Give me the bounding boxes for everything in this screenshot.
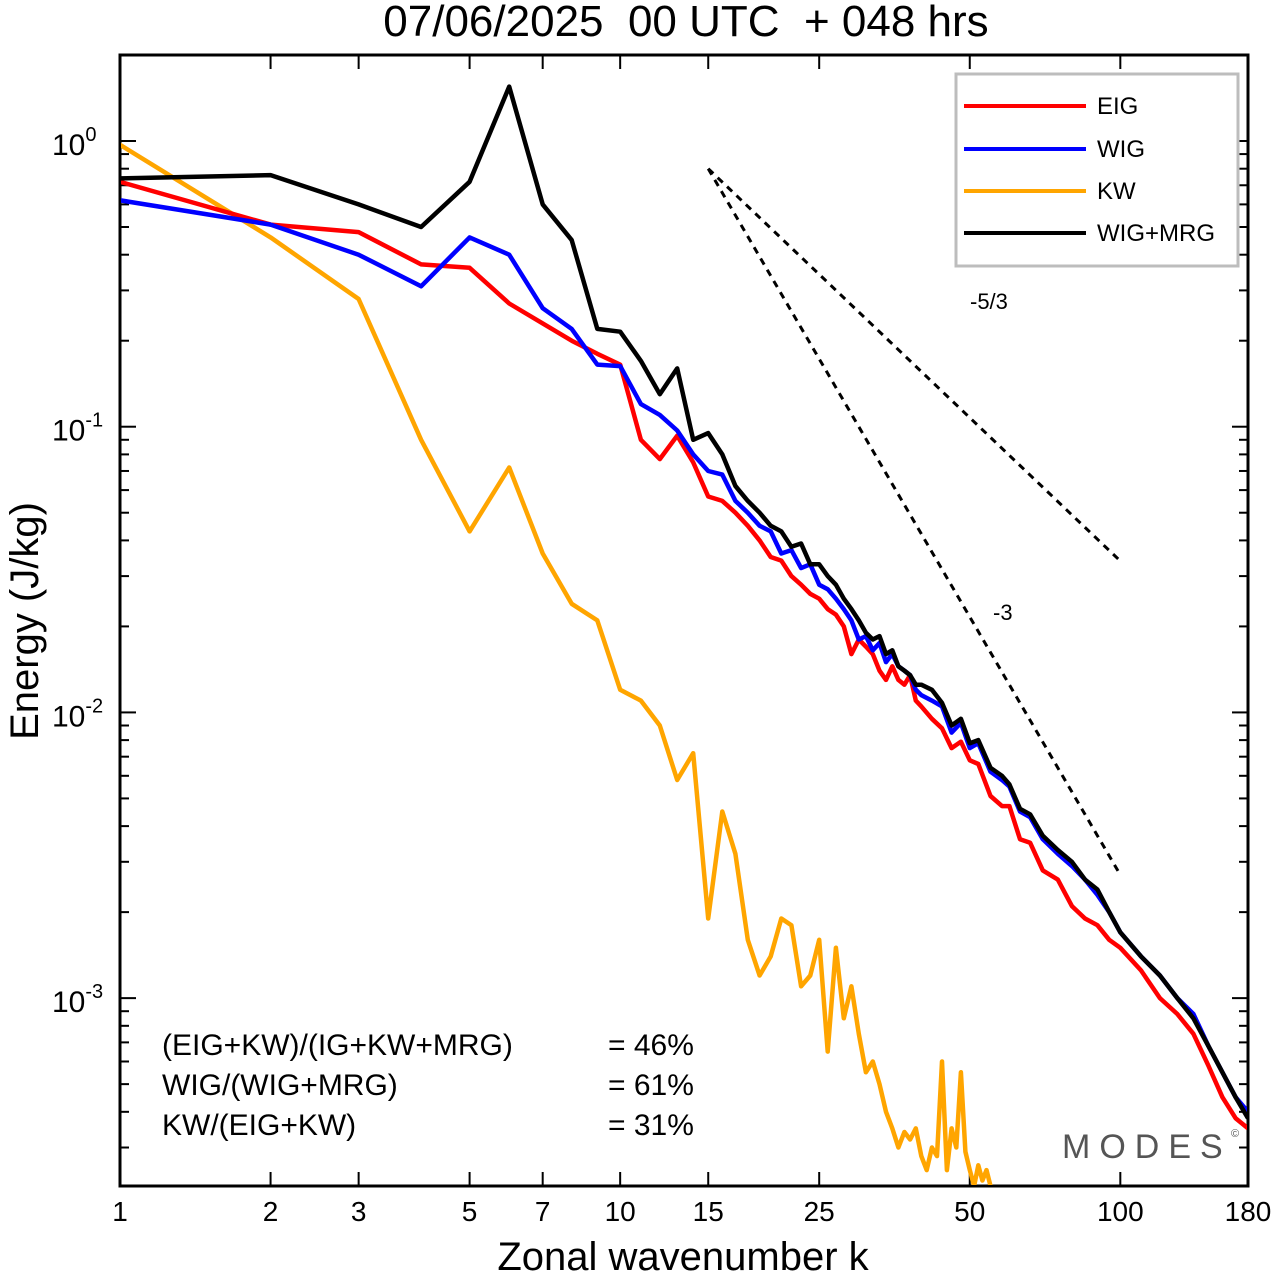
reference-line-3 bbox=[706, 167, 1122, 876]
ratio-value-2: = 61% bbox=[608, 1069, 694, 1102]
legend: EIG WIG KW WIG+MRG bbox=[954, 72, 1240, 268]
ratio-annotations: (EIG+KW)/(IG+KW+MRG) = 46% WIG/(WIG+MRG)… bbox=[162, 1029, 694, 1142]
kw-line bbox=[121, 142, 993, 1185]
x-tick-labels: 1 2 3 5 7 10 15 25 50 100 180 bbox=[112, 1196, 1271, 1227]
y-tick-label: 10-3 bbox=[52, 981, 103, 1019]
plot-frame bbox=[118, 53, 1250, 1188]
x-tick-label: 25 bbox=[804, 1196, 835, 1227]
x-tick-label: 15 bbox=[693, 1196, 724, 1227]
y-tick-label: 10-1 bbox=[52, 410, 103, 448]
reference-line-5-3 bbox=[707, 167, 1122, 563]
y-axis-label: Energy (J/kg) bbox=[3, 502, 47, 740]
x-tick-label: 7 bbox=[535, 1196, 551, 1227]
wig-line bbox=[121, 198, 1247, 1114]
x-axis-label: Zonal wavenumber k bbox=[497, 1235, 869, 1279]
ratio-value-1: = 46% bbox=[608, 1029, 694, 1062]
ratio-value-3: = 31% bbox=[608, 1109, 694, 1142]
x-tick-label: 5 bbox=[462, 1196, 478, 1227]
x-tick-label: 180 bbox=[1225, 1196, 1272, 1227]
x-tick-label: 3 bbox=[351, 1196, 367, 1227]
legend-label-wig: WIG bbox=[1097, 136, 1145, 163]
ratio-label-3: KW/(EIG+KW) bbox=[162, 1109, 356, 1142]
legend-label-wig-mrg: WIG+MRG bbox=[1097, 220, 1215, 247]
x-tick-label: 50 bbox=[954, 1196, 985, 1227]
x-tick-label: 1 bbox=[112, 1196, 128, 1227]
ratio-label-1: (EIG+KW)/(IG+KW+MRG) bbox=[162, 1029, 513, 1062]
series-lines bbox=[121, 84, 1247, 1185]
y-tick-label: 100 bbox=[52, 124, 97, 162]
slope-label-3: -3 bbox=[993, 600, 1013, 625]
x-tick-label: 2 bbox=[263, 1196, 279, 1227]
y-tick-labels: 100 10-1 10-2 10-3 bbox=[52, 124, 103, 1019]
modes-watermark: MODES bbox=[1062, 1128, 1232, 1166]
wig-mrg-line bbox=[121, 84, 1247, 1120]
reference-lines bbox=[706, 167, 1122, 876]
eig-line bbox=[121, 179, 1247, 1131]
legend-label-eig: EIG bbox=[1097, 93, 1138, 120]
slope-label-5-3: -5/3 bbox=[970, 289, 1008, 314]
legend-label-kw: KW bbox=[1097, 178, 1136, 205]
x-tick-label: 10 bbox=[605, 1196, 636, 1227]
y-tick-label: 10-2 bbox=[52, 695, 103, 733]
copyright-symbol: © bbox=[1231, 1128, 1239, 1140]
axis-ticks bbox=[119, 54, 1249, 1186]
chart-title: 07/06/2025 00 UTC + 048 hrs bbox=[383, 0, 988, 46]
ratio-label-2: WIG/(WIG+MRG) bbox=[162, 1069, 398, 1102]
x-tick-label: 100 bbox=[1097, 1196, 1144, 1227]
